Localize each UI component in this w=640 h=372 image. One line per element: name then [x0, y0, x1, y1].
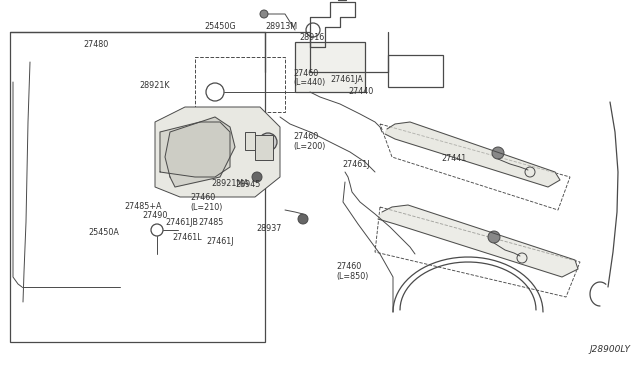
Bar — [255, 135, 273, 160]
Text: 28921MA: 28921MA — [211, 179, 249, 187]
Circle shape — [263, 137, 273, 147]
Text: 27480: 27480 — [83, 40, 108, 49]
Text: 27460
(L=850): 27460 (L=850) — [336, 262, 369, 281]
Circle shape — [488, 231, 500, 243]
Circle shape — [298, 214, 308, 224]
Circle shape — [492, 147, 504, 159]
Circle shape — [260, 10, 268, 18]
Polygon shape — [378, 205, 578, 277]
Text: 28945: 28945 — [236, 180, 261, 189]
Bar — [10, 32, 265, 342]
Text: 27485: 27485 — [198, 218, 224, 227]
Text: J28900LY: J28900LY — [589, 345, 630, 354]
Bar — [245, 132, 255, 150]
Text: 28937: 28937 — [256, 224, 282, 233]
Text: 27460
(L=210): 27460 (L=210) — [191, 193, 223, 212]
Circle shape — [252, 172, 262, 182]
Polygon shape — [160, 122, 230, 177]
Bar — [295, 42, 365, 92]
Text: 27461JB: 27461JB — [165, 218, 198, 227]
Text: 27460
(L=200): 27460 (L=200) — [293, 132, 326, 151]
Text: 27490: 27490 — [142, 211, 168, 220]
Text: 25450G: 25450G — [205, 22, 236, 31]
Text: 27460
(L=440): 27460 (L=440) — [293, 69, 325, 87]
Text: 27461J: 27461J — [342, 160, 370, 169]
Text: 27461J: 27461J — [207, 237, 234, 246]
Text: 25450A: 25450A — [88, 228, 119, 237]
Text: 28913M: 28913M — [266, 22, 298, 31]
Polygon shape — [165, 117, 235, 187]
Bar — [195, 57, 285, 112]
Text: 28921K: 28921K — [140, 81, 170, 90]
Polygon shape — [385, 122, 560, 187]
Text: 27440: 27440 — [349, 87, 374, 96]
Circle shape — [259, 133, 277, 151]
Text: 27485+A: 27485+A — [125, 202, 163, 211]
Text: 28916: 28916 — [300, 33, 324, 42]
Text: 27441: 27441 — [442, 154, 467, 163]
Text: 27461L: 27461L — [173, 233, 202, 242]
Text: 27461JA: 27461JA — [330, 76, 363, 84]
Bar — [388, 55, 443, 87]
Polygon shape — [155, 107, 280, 197]
